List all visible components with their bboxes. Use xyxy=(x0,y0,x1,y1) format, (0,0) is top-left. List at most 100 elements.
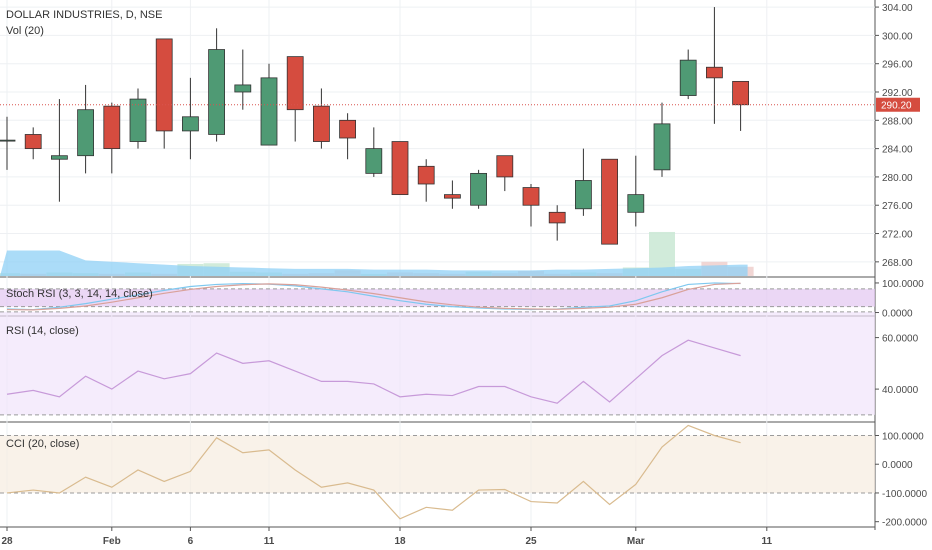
stoch-rsi-title: Stoch RSI (3, 3, 14, 14, close) xyxy=(6,288,153,300)
candle-body xyxy=(470,172,488,206)
price-tick-label: 268.00 xyxy=(882,258,913,269)
price-tick-label: 276.00 xyxy=(882,201,913,212)
date-tick-label: 11 xyxy=(264,536,275,547)
price-tick-label: 280.00 xyxy=(882,173,913,184)
price-tick-label: 304.00 xyxy=(882,3,913,14)
candle-body xyxy=(208,49,226,135)
price-tick-label: 296.00 xyxy=(882,60,913,71)
current-price-tag xyxy=(876,97,920,112)
candle-body xyxy=(548,211,566,224)
candle-up xyxy=(260,63,278,146)
candle-body xyxy=(496,155,514,178)
candle-body xyxy=(339,119,357,139)
candles-layer xyxy=(0,7,749,245)
candle-down xyxy=(391,141,409,196)
candle-up xyxy=(575,148,592,216)
candle-up xyxy=(208,28,226,142)
candle-up xyxy=(77,84,94,174)
candle-body xyxy=(679,59,697,96)
grid-layer xyxy=(0,0,876,530)
date-tick-label: Mar xyxy=(627,536,645,547)
candle-body xyxy=(77,109,94,157)
candle-up xyxy=(234,49,252,110)
candle-down xyxy=(312,88,330,149)
candle-up xyxy=(0,116,16,170)
candle-body xyxy=(155,38,173,132)
volume-label: Vol (20) xyxy=(6,25,44,37)
candle-up xyxy=(129,88,147,149)
candle-body xyxy=(365,148,383,174)
candle-body xyxy=(103,105,121,150)
price-tick-label: 292.00 xyxy=(882,88,913,99)
candle-up xyxy=(51,99,68,202)
candle-body xyxy=(312,105,330,142)
rsi-series-line xyxy=(6,339,741,404)
current-price-label: 290.20 xyxy=(881,101,912,112)
cci-band xyxy=(0,435,875,493)
candle-down xyxy=(548,205,566,241)
candle-down xyxy=(522,184,540,227)
candle-body xyxy=(391,141,409,196)
candle-body xyxy=(129,98,147,142)
candle-body xyxy=(51,155,68,160)
candle-up xyxy=(627,155,645,227)
candle-down xyxy=(496,155,514,192)
candle-body xyxy=(575,180,592,210)
candle-body xyxy=(522,187,540,206)
candle-up xyxy=(679,49,697,100)
candle-body xyxy=(706,66,723,79)
stoch-rsi-tick-label: 100.0000 xyxy=(882,279,924,290)
candle-body xyxy=(0,139,16,142)
candle-body xyxy=(601,158,618,245)
candle-body xyxy=(443,194,461,199)
cci-series-line xyxy=(6,424,741,520)
cci-tick-label: 100.0000 xyxy=(882,431,924,442)
stoch-rsi-series-line xyxy=(6,282,741,311)
candle-up xyxy=(181,77,199,160)
candle-up xyxy=(365,127,383,177)
rsi-tick-label: 60.0000 xyxy=(882,334,919,345)
candle-down xyxy=(24,127,42,160)
candle-body xyxy=(732,80,749,106)
candle-body xyxy=(417,165,435,185)
axes-layer: 268.00 272.00 276.00 280.00 284.00 288.00 292.… xyxy=(1,3,927,547)
stoch-rsi-tick-label: 0.0000 xyxy=(882,309,913,320)
candle-body xyxy=(24,134,42,150)
date-tick-label: 25 xyxy=(525,536,537,547)
cci-tick-label: -200.0000 xyxy=(882,518,927,529)
candle-up xyxy=(470,169,488,209)
date-tick-label: 11 xyxy=(762,536,773,547)
candle-body xyxy=(653,123,671,171)
candle-down xyxy=(706,7,723,124)
date-tick-label: Feb xyxy=(103,536,121,547)
volume-ma-area xyxy=(0,250,748,276)
indicator-bands-layer xyxy=(0,288,875,494)
candle-down xyxy=(732,80,749,131)
date-tick-label: 6 xyxy=(188,536,194,547)
candle-down xyxy=(443,180,461,209)
rsi-title: RSI (14, close) xyxy=(6,325,79,337)
price-tick-label: 284.00 xyxy=(882,145,913,156)
rsi-tick-label: 40.0000 xyxy=(882,385,919,396)
date-tick-label: 28 xyxy=(1,536,13,547)
price-tick-label: 288.00 xyxy=(882,116,913,127)
price-tick-label: 272.00 xyxy=(882,230,913,241)
candle-body xyxy=(627,194,645,213)
candle-down xyxy=(339,113,357,160)
cci-tick-label: 0.0000 xyxy=(882,460,913,471)
candle-body xyxy=(234,84,252,93)
candle-up xyxy=(653,102,671,177)
price-tick-label: 300.00 xyxy=(882,31,913,42)
candle-body xyxy=(286,56,304,111)
chart-title: DOLLAR INDUSTRIES, D, NSE xyxy=(6,9,162,21)
candle-body xyxy=(260,77,278,146)
cci-tick-label: -100.0000 xyxy=(882,489,927,500)
stoch-rsi-series-line xyxy=(6,282,741,311)
candle-down xyxy=(286,56,304,142)
rsi-band xyxy=(0,311,875,415)
candle-down xyxy=(155,38,173,149)
indicator-lines-layer xyxy=(0,104,875,520)
candle-down xyxy=(417,159,435,202)
